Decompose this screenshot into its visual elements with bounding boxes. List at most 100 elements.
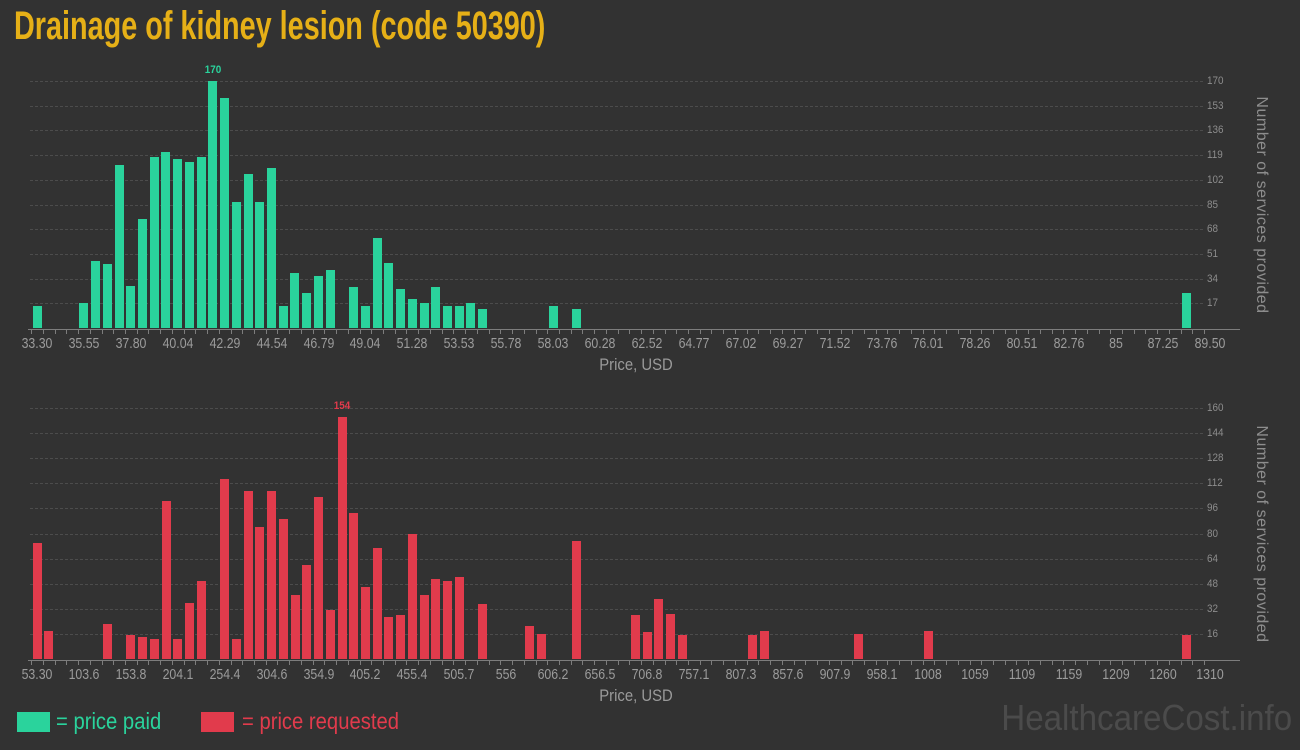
histogram-bar	[278, 306, 288, 328]
axis-tick	[770, 661, 772, 665]
x-tick-label: 204.1	[162, 667, 194, 683]
axis-tick	[828, 661, 830, 665]
y-tick-label: 136	[1207, 124, 1224, 137]
histogram-bar	[372, 547, 382, 659]
gridline	[30, 558, 1203, 560]
histogram-bar	[666, 613, 676, 659]
axis-tick	[1051, 330, 1053, 334]
axis-tick	[770, 330, 772, 334]
y-tick-label: 68	[1207, 223, 1219, 236]
axis-tick	[723, 661, 725, 665]
axis-tick	[992, 661, 994, 665]
axis-tick	[711, 661, 713, 665]
x-axis-line	[28, 329, 1240, 330]
x-tick-label: 606.2	[537, 667, 569, 683]
axis-tick	[453, 661, 455, 665]
x-tick-label: 103.6	[68, 667, 100, 683]
axis-tick	[594, 330, 596, 334]
axis-tick	[1157, 330, 1159, 334]
histogram-bar	[396, 288, 406, 328]
histogram-bar	[149, 156, 159, 328]
axis-tick	[324, 661, 326, 665]
axis-tick	[863, 330, 865, 334]
histogram-bar	[325, 610, 335, 659]
axis-tick	[957, 330, 959, 334]
axis-tick	[148, 661, 150, 665]
x-tick-label: 49.04	[350, 336, 381, 352]
histogram-bar	[290, 594, 300, 659]
axis-tick	[652, 330, 654, 334]
histogram-bar	[208, 81, 218, 328]
histogram-bar	[548, 306, 558, 328]
histogram-bar	[454, 577, 464, 659]
axis-tick	[558, 661, 560, 665]
axis-tick	[605, 661, 607, 665]
axis-tick	[1145, 330, 1147, 334]
axis-tick	[946, 330, 948, 334]
histogram-bar	[924, 630, 934, 659]
axis-tick	[1192, 661, 1194, 665]
axis-tick	[347, 661, 349, 665]
x-tick-label: 907.9	[819, 667, 851, 683]
x-axis-line	[28, 660, 1240, 661]
axis-tick	[523, 330, 525, 334]
histogram-bar	[243, 173, 253, 328]
histogram-bar	[126, 285, 136, 328]
histogram-bar	[302, 293, 312, 328]
axis-tick	[594, 661, 596, 665]
histogram-bar	[478, 309, 488, 328]
axis-tick	[124, 661, 126, 665]
histogram-bar	[267, 491, 277, 659]
x-tick-label: 757.1	[678, 667, 710, 683]
axis-tick	[523, 661, 525, 665]
axis-tick	[758, 330, 760, 334]
axis-tick	[289, 330, 291, 334]
axis-tick	[78, 661, 80, 665]
x-tick-label: 153.8	[115, 667, 147, 683]
axis-tick	[1028, 330, 1030, 334]
y-tick-label: 64	[1207, 552, 1219, 565]
axis-tick	[101, 330, 103, 334]
axis-tick	[969, 330, 971, 334]
axis-tick	[277, 330, 279, 334]
axis-tick	[289, 661, 291, 665]
axis-tick	[113, 661, 115, 665]
axis-tick	[453, 330, 455, 334]
axis-tick	[582, 661, 584, 665]
x-tick-label: 67.02	[725, 336, 757, 352]
histogram-bar	[384, 616, 394, 659]
axis-tick	[1075, 661, 1077, 665]
axis-tick	[488, 330, 490, 334]
axis-tick	[817, 661, 819, 665]
y-axis-title: Number of services provided	[1253, 95, 1270, 314]
histogram-bar	[32, 542, 42, 659]
histogram-bar	[196, 580, 206, 659]
axis-tick	[688, 330, 689, 334]
axis-tick	[66, 330, 68, 334]
axis-tick	[699, 330, 701, 334]
histogram-bar	[173, 159, 183, 328]
axis-tick	[383, 330, 385, 334]
axis-tick	[1204, 661, 1206, 665]
histogram-bar	[349, 287, 359, 328]
axis-tick	[711, 330, 713, 334]
y-tick-label: 170	[1207, 75, 1224, 87]
axis-tick	[629, 661, 631, 665]
axis-tick	[852, 661, 854, 665]
axis-tick	[371, 661, 373, 665]
histogram-bar	[654, 599, 664, 659]
axis-tick	[124, 330, 126, 334]
peak-value-label: 170	[204, 64, 222, 76]
axis-tick	[899, 661, 901, 665]
axis-tick	[863, 661, 865, 665]
axis-tick	[1168, 661, 1170, 665]
axis-tick	[641, 661, 643, 665]
axis-tick	[535, 661, 537, 665]
axis-tick	[887, 330, 889, 334]
axis-tick	[31, 330, 33, 334]
x-tick-label: 73.76	[866, 336, 897, 352]
axis-tick	[1004, 661, 1006, 665]
histogram-bar	[337, 417, 347, 659]
axis-tick	[1075, 330, 1077, 334]
